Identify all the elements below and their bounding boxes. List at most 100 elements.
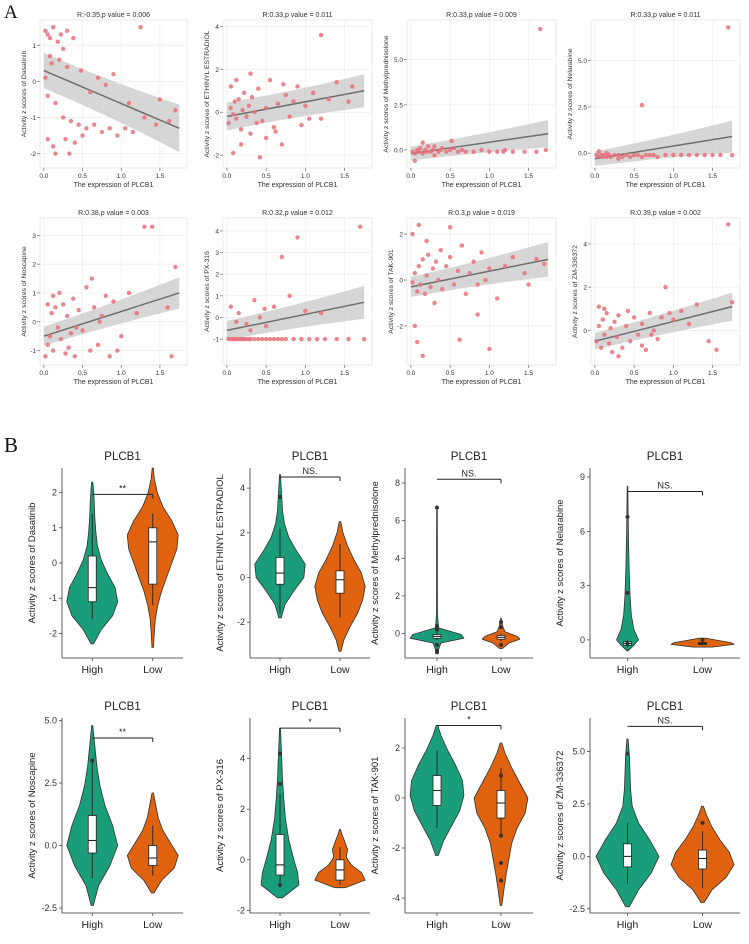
data-point [80,328,85,333]
y-tick-label: 3 [580,581,585,591]
data-point [50,25,56,30]
data-point [99,129,105,135]
data-point [639,321,645,327]
data-point [230,150,236,156]
data-point [43,75,48,80]
data-point [68,331,74,336]
data-point [440,145,445,151]
data-point [726,222,731,227]
data-point [418,282,423,287]
data-point [412,270,418,276]
y-tick-label: -2 [49,628,57,638]
data-point [502,264,508,269]
x-tick-label: 0.5 [446,173,455,180]
data-point [616,152,621,158]
data-point [275,336,281,342]
data-point [45,93,50,99]
data-point [510,149,516,154]
data-point [479,250,484,255]
scatter-chart-6: 0.0 0.5 1.0 1.5 -2 0 2 R:0.3,p value = 0.019 The… [388,210,557,386]
data-point [299,336,304,342]
data-point [729,152,735,158]
data-point [95,342,101,348]
data-point [604,151,609,156]
data-point [103,293,108,299]
data-point [420,151,425,156]
data-point [310,90,316,96]
data-point [463,291,469,296]
data-point [283,92,288,98]
outlier-point [700,637,705,642]
y-tick-label: 0 [32,319,36,326]
data-point [45,302,50,307]
y-axis-label: Activity z scores of Dasatinib [21,51,28,138]
data-point [167,118,172,124]
box-high [275,834,285,876]
data-point [72,140,78,145]
x-tick-label: 1.5 [524,370,533,377]
outlier-point [278,781,282,786]
data-point [49,310,54,316]
outlier-point [625,514,630,519]
data-point [501,149,506,154]
data-point [643,152,649,158]
violin-title: PLCB1 [292,701,328,713]
data-point [651,152,656,158]
data-point [260,336,265,342]
x-tick-label: 0.5 [446,370,455,377]
data-point [228,304,234,309]
data-point [55,325,60,330]
data-point [726,25,731,30]
outlier-point [278,751,282,756]
data-point [710,152,715,158]
data-point [410,280,415,285]
y-axis-label: Activity z scores of ETHINYL ESTRADIOL [215,474,226,652]
x-tick-label: 0.0 [39,370,48,377]
x-tick-label: 1.0 [117,370,126,377]
data-point [702,152,707,158]
confidence-band [226,285,365,340]
regression-line [43,292,180,337]
data-point [244,321,249,327]
data-point [346,336,351,342]
regression-line [226,90,365,118]
y-axis-label: Activity z scores of ZM-336372 [555,751,566,881]
data-point [494,296,500,301]
data-point [463,149,469,154]
data-point [358,224,363,229]
data-point [410,231,415,237]
data-point [459,243,465,248]
data-point [447,224,453,230]
data-point [61,46,66,52]
data-point [451,145,457,151]
data-point [74,325,79,330]
panel-b-label: B [4,433,18,457]
scatter-chart-7: 0.0 0.5 1.0 1.5 0 2 4 R:0.39,p value = 0.002 The… [572,210,741,386]
y-tick-label: 0 [399,278,403,285]
y-axis-label: Activity z scores of PX-316 [215,759,226,872]
outlier-point [435,650,439,655]
y-axis-label: Activity z scores of Nelarabine [567,48,574,139]
data-point [663,152,668,158]
data-point [425,144,431,149]
y-axis-label: Activity z scores of PX-316 [204,251,211,332]
data-point [58,32,64,37]
data-point [678,152,684,158]
data-point [412,158,418,163]
scatter-title: R:-0.35,p value = 0.006 [77,12,150,19]
data-point [424,273,429,278]
data-point [459,147,465,153]
data-point [651,328,656,333]
data-point [260,118,265,124]
y-tick-label: 0 [395,629,400,639]
data-point [416,149,421,154]
outlier-point [278,495,282,500]
scatter-chart-3: 0.0 0.5 1.0 1.5 0.0 2.5 5.0 R:0.33,p value = 0.… [567,12,741,189]
data-point [279,336,285,342]
data-point [49,61,54,66]
data-point [47,53,53,59]
data-point [263,323,269,329]
x-tick-label: 1.5 [524,173,533,180]
y-tick-label: 5.0 [44,716,57,726]
